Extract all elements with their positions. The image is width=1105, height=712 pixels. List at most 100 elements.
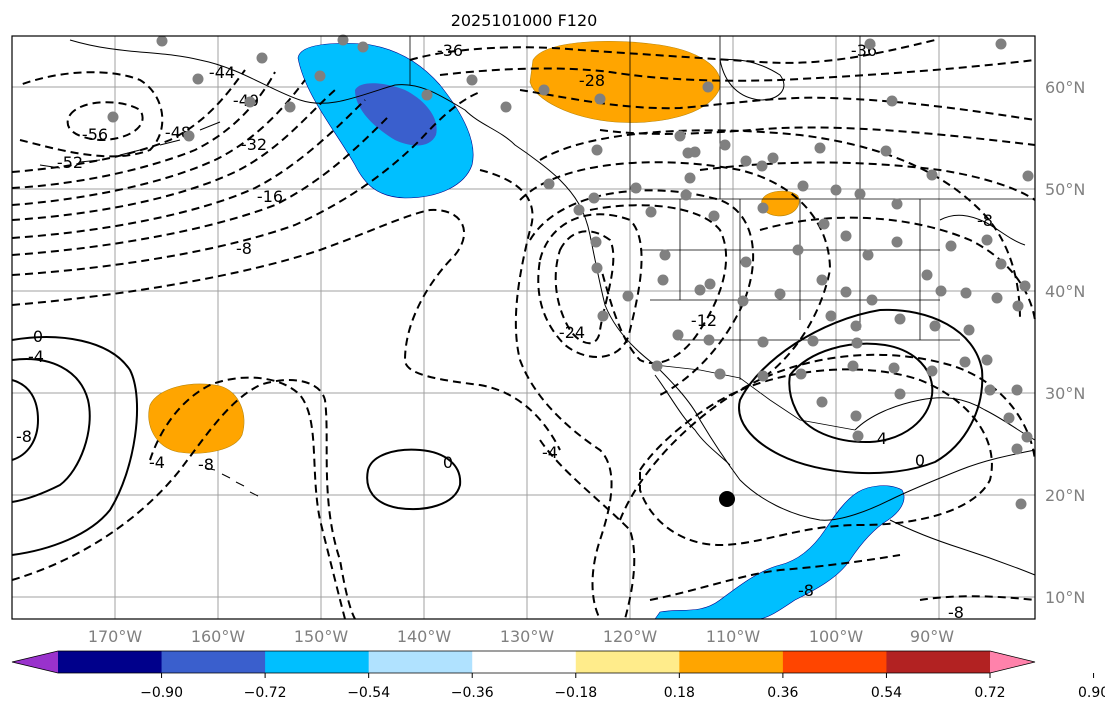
contour-label: 0 [915, 451, 925, 470]
station-dot [1011, 384, 1023, 396]
map-gridlines [12, 36, 1035, 619]
station-dot [284, 101, 296, 113]
solid-contours [11, 308, 984, 556]
station-dot [816, 396, 828, 408]
colorbar-swatch [472, 651, 577, 673]
station-dot [719, 139, 731, 151]
contour-label: -24 [559, 323, 585, 342]
location-marker [719, 491, 735, 507]
station-dot [1021, 431, 1033, 443]
station-dot [991, 292, 1003, 304]
contour-32 [11, 99, 366, 239]
colorbar-outline [11, 650, 1036, 674]
latitude-labels: 60°N 50°N 40°N 30°N 20°N 10°N [1045, 78, 1085, 607]
contour-label: 4 [877, 429, 887, 448]
lon-label: 100°W [809, 627, 864, 646]
lon-label: 90°W [910, 627, 954, 646]
station-dot [256, 52, 268, 64]
lat-label: 50°N [1045, 180, 1085, 199]
lon-label: 130°W [500, 627, 555, 646]
map-panel: -36 -36 -28 -56 -52 -48 -44 -40 -32 -16 … [11, 34, 1036, 622]
station-dot [850, 320, 862, 332]
shade-lightblue-mexico [654, 485, 905, 620]
station-dot [850, 410, 862, 422]
colorbar-extend-high [990, 651, 1035, 673]
contour-label: 0 [443, 453, 453, 472]
station-dot [984, 384, 996, 396]
station-dot [659, 249, 671, 261]
colorbar-swatch [265, 651, 370, 673]
station-dot [795, 368, 807, 380]
colorbar-tick-label: −0.90 [140, 685, 183, 701]
station-dot [945, 240, 957, 252]
colorbar-swatch [161, 651, 266, 673]
station-dot [703, 334, 715, 346]
station-dot [689, 146, 701, 158]
station-dot [1011, 443, 1023, 455]
station-dot [995, 38, 1007, 50]
station-dot [314, 70, 326, 82]
station-dot [588, 192, 600, 204]
colorbar [11, 650, 1036, 674]
station-dot [573, 204, 585, 216]
station-dot [888, 362, 900, 374]
station-dot [183, 130, 195, 142]
station-dot [825, 310, 837, 322]
colorbar-swatch [782, 651, 887, 673]
lon-label: 140°W [397, 627, 452, 646]
contour-label: -32 [241, 135, 267, 154]
contour-label: -56 [82, 125, 108, 144]
station-dot [959, 356, 971, 368]
lat-label: 20°N [1045, 486, 1085, 505]
contour-4-texas [788, 342, 934, 444]
station-dot [680, 189, 692, 201]
station-dot [674, 130, 686, 142]
station-dot [1015, 498, 1027, 510]
station-dot [886, 95, 898, 107]
station-dot [866, 294, 878, 306]
lat-label: 60°N [1045, 78, 1085, 97]
station-dot [1019, 280, 1031, 292]
station-dot [657, 274, 669, 286]
colorbar-tick-label: 0.36 [767, 685, 798, 701]
shade-orange-hudson [529, 41, 721, 123]
station-dot [774, 288, 786, 300]
station-dot [538, 84, 550, 96]
contour-label: -8 [198, 455, 214, 474]
station-dot [891, 198, 903, 210]
contour-12 [589, 204, 728, 365]
lat-label: 40°N [1045, 282, 1085, 301]
contour-label: -44 [209, 63, 235, 82]
station-dot [880, 145, 892, 157]
coast-hawaii [204, 467, 259, 497]
station-dot [929, 320, 941, 332]
coast-north-america-west [69, 39, 1036, 521]
lon-label: 110°W [706, 627, 761, 646]
shade-orange-pacific [148, 383, 245, 454]
station-dot [543, 178, 555, 190]
contour-label: -12 [691, 311, 717, 330]
map-frame [11, 35, 1036, 620]
station-dot [847, 360, 859, 372]
station-dot [107, 111, 119, 123]
station-dot [894, 388, 906, 400]
coast-great-lakes [939, 214, 1026, 246]
contour-label: -36 [437, 41, 463, 60]
contour-4-west [11, 358, 91, 503]
station-dot [704, 278, 716, 290]
station-dot [244, 96, 256, 108]
contour-36 [409, 39, 936, 64]
colorbar-swatch [58, 651, 163, 673]
coast-gulf-mexico [854, 397, 1036, 441]
station-dot [963, 324, 975, 336]
station-dot [714, 368, 726, 380]
station-dot [1003, 412, 1015, 424]
station-dot [935, 285, 947, 297]
contour-label: -8 [236, 239, 252, 258]
colorbar-swatch [679, 651, 784, 673]
colorbar-tick-label: −0.72 [244, 685, 287, 701]
station-dot [840, 230, 852, 242]
station-dot [864, 38, 876, 50]
contour-label: -4 [149, 453, 165, 472]
